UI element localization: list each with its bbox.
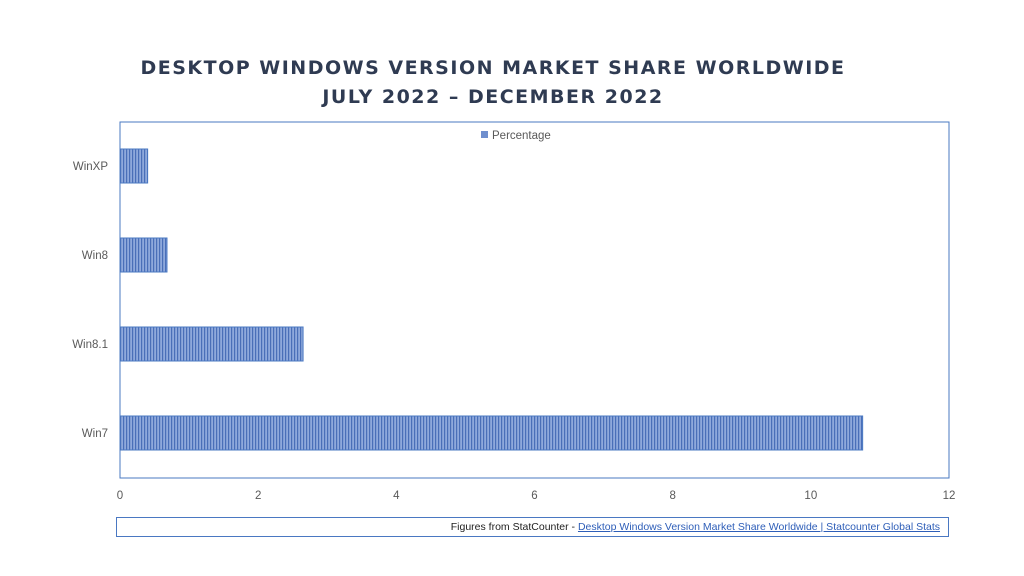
source-prefix: Figures from StatCounter - [450, 521, 578, 533]
chart-title-line-2: JULY 2022 – DECEMBER 2022 [322, 86, 664, 108]
x-tick-label: 10 [804, 490, 817, 502]
x-tick-label: 6 [531, 490, 537, 502]
bar-winxp [119, 148, 149, 184]
bar-win7 [119, 415, 864, 451]
x-tick-label: 4 [393, 490, 400, 502]
x-tick-label: 12 [943, 490, 956, 502]
category-label: WinXP [73, 161, 108, 173]
chart-title-line-1: DESKTOP WINDOWS VERSION MARKET SHARE WOR… [140, 57, 846, 79]
category-label: Win8.1 [72, 339, 108, 351]
plot-area-frame [119, 121, 950, 479]
category-label: Win8 [82, 250, 108, 262]
legend-swatch [481, 131, 488, 138]
x-tick-label: 2 [255, 490, 261, 502]
x-tick-label: 8 [669, 490, 675, 502]
category-label: Win7 [82, 428, 108, 440]
bar-win8-1 [119, 326, 304, 362]
source-citation: Figures from StatCounter - Desktop Windo… [116, 517, 949, 537]
bar-win8 [119, 237, 168, 273]
x-tick-label: 0 [117, 490, 123, 502]
source-link[interactable]: Desktop Windows Version Market Share Wor… [577, 521, 940, 533]
legend: Percentage [481, 130, 551, 142]
legend-label: Percentage [492, 130, 551, 142]
